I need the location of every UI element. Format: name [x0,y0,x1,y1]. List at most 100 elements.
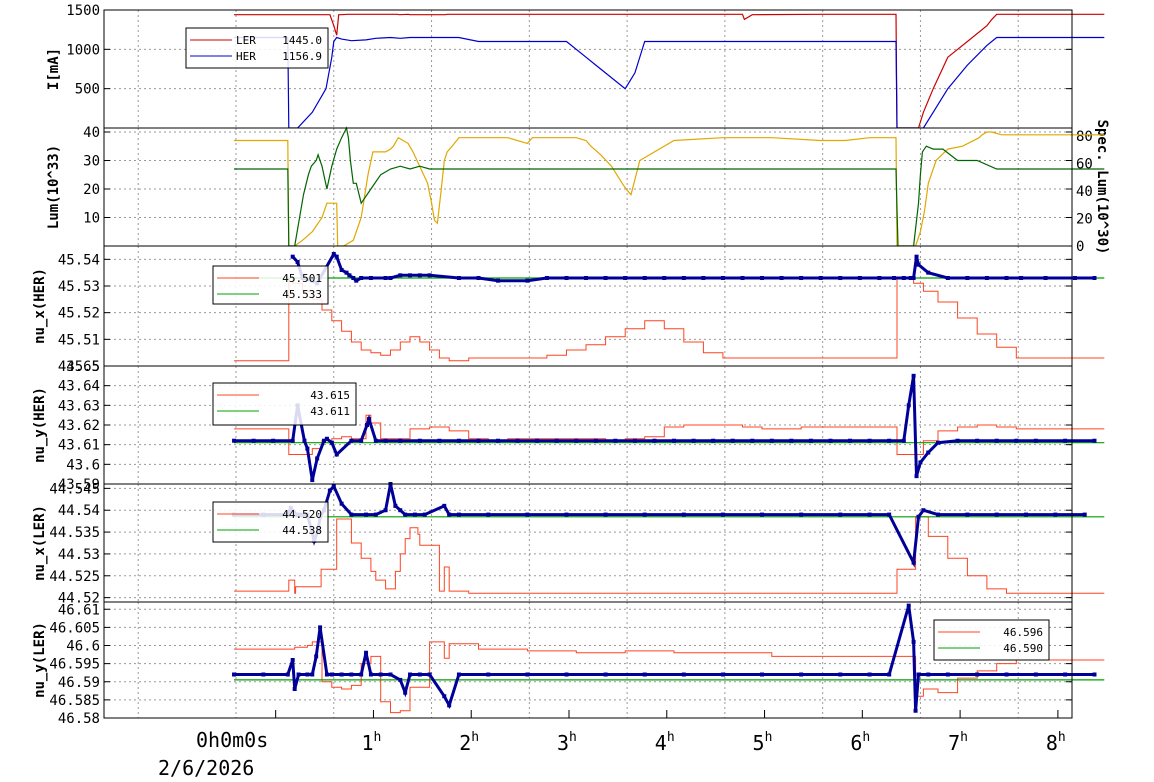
x-tick-number: 7 [948,731,960,755]
y-tick-label: 45.51 [58,332,100,348]
legend-name: HER [236,50,256,63]
series-line [234,516,1105,594]
y-axis-label: nu_x(HER) [32,268,48,344]
plot-area [104,602,1072,718]
data-point [290,254,295,259]
legend-value: 45.501 [282,272,322,285]
x-origin-text: 0h0m0s [196,728,268,752]
panel-4: 43.59 43.6 43.61 43.62 43.63 43.64 43.65 nu_y(H… [32,359,1105,493]
y-axis-label: nu_y(LER) [32,622,48,698]
plot-area [104,246,1072,366]
y-tick-label: 46.585 [49,693,100,709]
x-tick-label: 3h [557,730,577,755]
y-tick-label: 46.605 [49,620,100,636]
legend-value: 43.615 [310,389,350,402]
x-tick-sup: h [765,730,773,745]
x-tick-label: 7h [948,730,968,755]
y-tick-label: 30 [83,153,100,169]
y-tick-label: 40 [83,125,100,141]
y2-tick-label: 80 [1076,129,1093,145]
y-tick-label: 500 [75,82,100,98]
x-tick-sup: h [471,730,479,745]
y-tick-label: 43.62 [58,418,100,434]
y2-tick-label: 40 [1076,184,1093,200]
y-tick-label: 45.5 [66,359,100,375]
series-1 [234,641,1105,714]
legend-value: 45.533 [282,288,322,301]
y-tick-label: 44.545 [49,481,100,497]
legend-value: 44.538 [282,524,322,537]
x-tick-label: 6h [850,730,870,755]
x-origin-label: 0h0m0s [196,728,268,752]
y-tick-label: 44.54 [58,503,100,519]
x-tick-sup: h [862,730,870,745]
legend-value: 1156.9 [282,50,322,63]
y2-tick-label: 0 [1076,239,1084,255]
series-1 [234,516,1105,594]
y-tick-label: 20 [83,182,100,198]
y-tick-label: 1500 [66,3,100,19]
panel-6: 46.58 46.585 46.59 46.595 46.6 46.605 46.61 nu_… [32,601,1105,727]
y-tick-label: 46.61 [58,602,100,618]
plot-area [104,128,1072,246]
x-axis: 0h0m0s 2/6/2026 1h 2h 3h 4h 5h 6h 7h 8h [158,710,1066,780]
series-1 [234,131,1105,247]
y2-axis-label: Spec. Lum(10^30) [1094,120,1110,255]
series-line [234,13,1105,129]
x-tick-label: 4h [655,730,675,755]
series-2 [234,36,1105,129]
y-axis-label: I[mA] [46,48,62,90]
y-tick-label: 45.54 [58,252,100,268]
series-3 [232,603,1097,713]
x-tick-sup: h [569,730,577,745]
y-tick-label: 45.52 [58,306,100,322]
panel-1: 500 1000 1500 I[mA] LER 1445.0 HER 1156.9 [46,3,1105,129]
y-tick-label: 43.65 [58,359,100,375]
legend: 46.596 46.590 [933,619,1050,661]
y-tick-label: 44.535 [49,525,100,541]
y-tick-label: 43.6 [66,457,100,473]
y-tick-label: 10 [83,210,100,226]
x-tick-sup: h [1058,730,1066,745]
series-line [234,375,1095,481]
data-point [1082,512,1087,517]
legend-value: 46.590 [1003,642,1043,655]
x-tick-number: 1 [361,731,373,755]
x-date-label: 2/6/2026 [158,756,254,780]
legend: 45.501 45.533 [212,265,329,305]
x-tick-label: 2h [459,730,479,755]
y-tick-label: 43.59 [58,477,100,493]
series-line [291,251,1095,286]
legend: LER 1445.0 HER 1156.9 [185,27,329,69]
y-tick-label: 45.53 [58,279,100,295]
legend-value: 46.596 [1003,626,1043,639]
y-tick-label: 46.58 [58,711,100,727]
y-tick-label: 1000 [66,42,100,58]
series-line [234,605,1095,711]
y2-tick-label: 60 [1076,157,1093,173]
y-tick-label: 43.64 [58,379,100,395]
y-tick-label: 43.61 [58,438,100,454]
series-1 [234,13,1105,129]
panels-group: 500 1000 1500 I[mA] LER 1445.0 HER 1156.9 10 20 30… [32,3,1110,727]
series-line [234,641,1105,714]
x-tick-number: 3 [557,731,569,755]
x-tick-label: 1h [361,730,381,755]
y-tick-label: 46.595 [49,657,100,673]
y-axis-label: nu_x(LER) [32,505,48,581]
legend-name: LER [236,34,256,47]
x-tick-number: 2 [459,731,471,755]
series-2 [234,126,1105,247]
x-tick-number: 8 [1046,731,1058,755]
series-3 [232,373,1097,483]
legend-box [212,265,329,305]
y-tick-label: 44.53 [58,547,100,563]
legend-box [212,382,357,426]
x-tick-sup: h [960,730,968,745]
series-line [234,131,1105,247]
x-tick-number: 5 [753,731,765,755]
y-tick-label: 44.525 [49,569,100,585]
series-line [234,36,1105,129]
